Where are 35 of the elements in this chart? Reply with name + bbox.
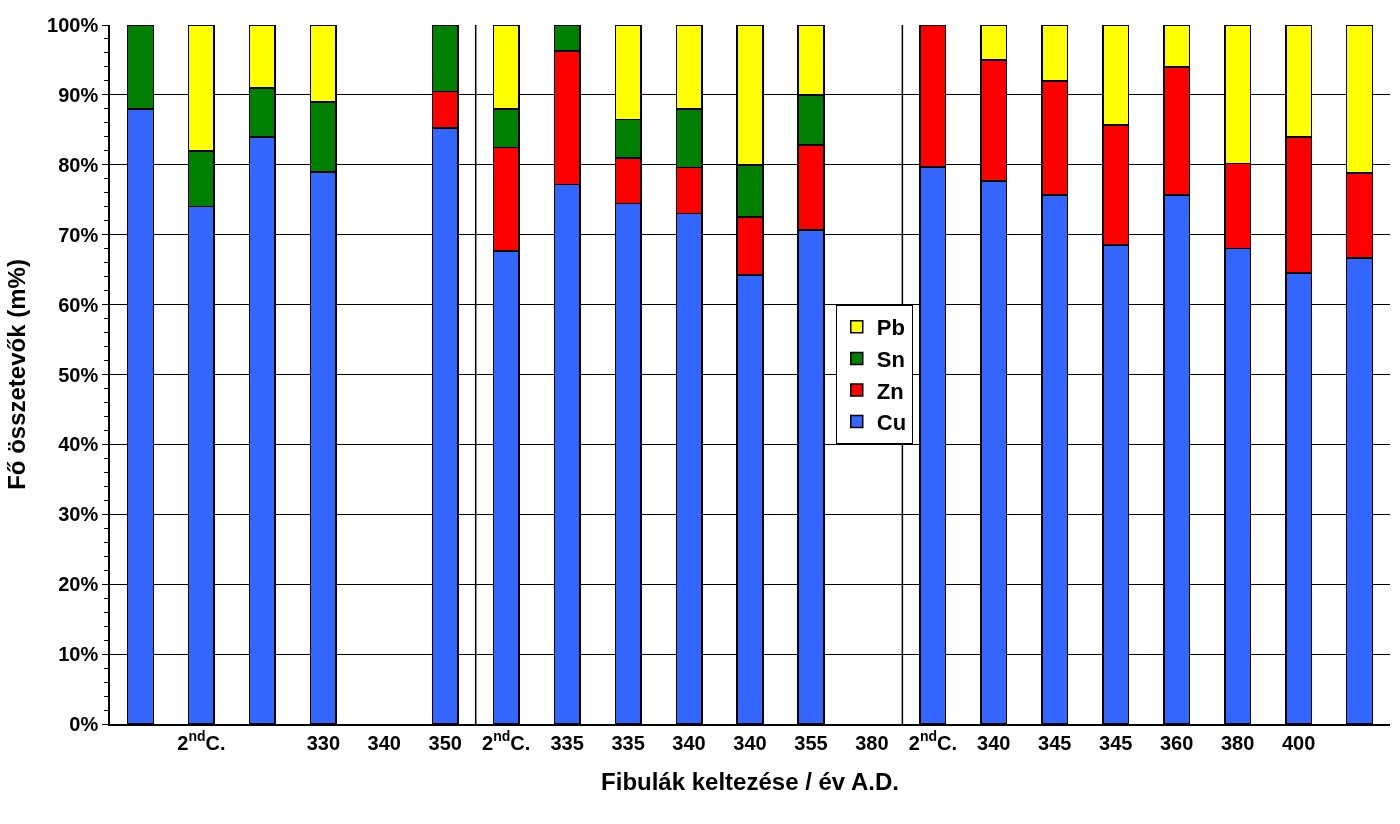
legend-label: Cu [876, 410, 907, 436]
x-tick-label: 350 [428, 731, 462, 754]
y-tick-label: 10% [58, 643, 99, 666]
y-tick-label: 60% [58, 293, 99, 316]
y-tick-label: 90% [58, 83, 99, 106]
legend-label: Zn [876, 378, 904, 404]
x-tick-label: 2$^{nd}$C. [177, 728, 226, 754]
y-axis-title: Fő összetevők (m%) [2, 259, 30, 490]
x-tick-label: 2$^{nd}$C. [482, 728, 531, 754]
legend-label: Pb [876, 315, 905, 341]
y-tick-label: 80% [58, 153, 99, 176]
y-tick-label: 0% [69, 713, 99, 735]
x-tick-label: 380 [855, 731, 889, 754]
x-tick-label: 335 [611, 731, 645, 754]
x-tick-label: 330 [306, 731, 341, 754]
x-tick-label: 345 [1099, 731, 1133, 754]
x-tick-label: 360 [1159, 731, 1194, 754]
x-tick-label: 340 [367, 731, 401, 754]
x-tick-label: 400 [1281, 731, 1316, 754]
x-tick-label: 335 [550, 731, 584, 754]
x-tick-label: 355 [794, 731, 828, 754]
y-tick-label: 30% [58, 503, 99, 526]
x-tick-label: 380 [1220, 731, 1255, 754]
y-tick-label: 40% [58, 433, 99, 456]
x-tick-label: 340 [672, 731, 706, 754]
x-axis-title: Fibulák keltezése / év A.D. [601, 767, 899, 795]
y-tick-label: 70% [58, 223, 99, 246]
y-tick-label: 50% [58, 363, 99, 386]
x-tick-label: 345 [1038, 731, 1072, 754]
y-tick-label: 20% [58, 573, 99, 596]
x-tick-label: 340 [733, 731, 767, 754]
legend-label: Sn [876, 346, 905, 372]
x-tick-label: 340 [977, 731, 1011, 754]
y-tick-label: 100% [47, 14, 99, 36]
x-tick-label: 2$^{nd}$C. [908, 728, 957, 754]
